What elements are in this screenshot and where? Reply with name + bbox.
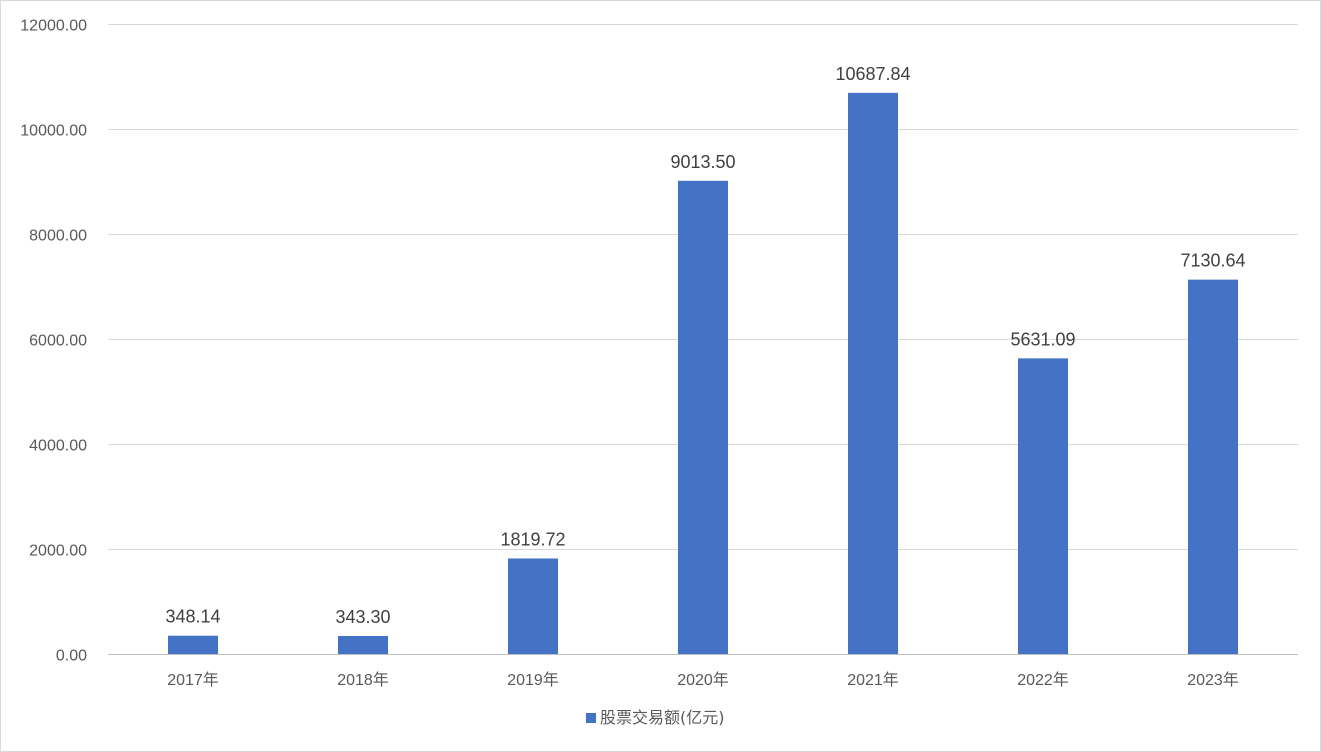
data-label: 7130.64 (1180, 251, 1245, 271)
x-tick-label: 2019年 (507, 671, 559, 689)
y-tick-label: 8000.00 (29, 228, 87, 245)
bar (848, 92, 898, 654)
bar (1188, 279, 1238, 654)
y-tick-label: 10000.00 (20, 123, 87, 140)
legend-swatch (586, 713, 596, 723)
bar (678, 180, 728, 654)
y-tick-label: 4000.00 (29, 438, 87, 455)
bar (168, 635, 218, 654)
data-labels: 348.14 343.30 1819.72 9013.50 10687.84 5631.0… (165, 64, 1245, 627)
y-tick-label: 12000.00 (20, 18, 87, 35)
data-label: 1819.72 (500, 529, 565, 549)
legend-label: 股票交易额(亿元) (600, 708, 725, 727)
y-axis-tick-labels: 0.00 2000.00 4000.00 6000.00 8000.00 10000.00… (20, 18, 87, 665)
y-tick-label: 0.00 (56, 648, 87, 665)
x-tick-label: 2023年 (1187, 671, 1239, 689)
legend: 股票交易额(亿元) (586, 708, 725, 727)
bars (168, 92, 1238, 654)
data-label: 9013.50 (670, 152, 735, 172)
x-axis-tick-labels: 2017年 2018年 2019年 2020年 2021年 2022年 2023年 (167, 671, 1239, 689)
data-label: 10687.84 (835, 64, 910, 84)
bar (1018, 358, 1068, 654)
data-label: 343.30 (335, 607, 390, 627)
x-tick-label: 2022年 (1017, 671, 1069, 689)
bar (508, 558, 558, 654)
x-tick-label: 2021年 (847, 671, 899, 689)
bar (338, 635, 388, 654)
x-tick-label: 2018年 (337, 671, 389, 689)
data-label: 5631.09 (1010, 329, 1075, 349)
y-tick-label: 6000.00 (29, 333, 87, 350)
x-tick-label: 2020年 (677, 671, 729, 689)
x-tick-label: 2017年 (167, 671, 219, 689)
data-label: 348.14 (165, 607, 220, 627)
y-tick-label: 2000.00 (29, 543, 87, 560)
